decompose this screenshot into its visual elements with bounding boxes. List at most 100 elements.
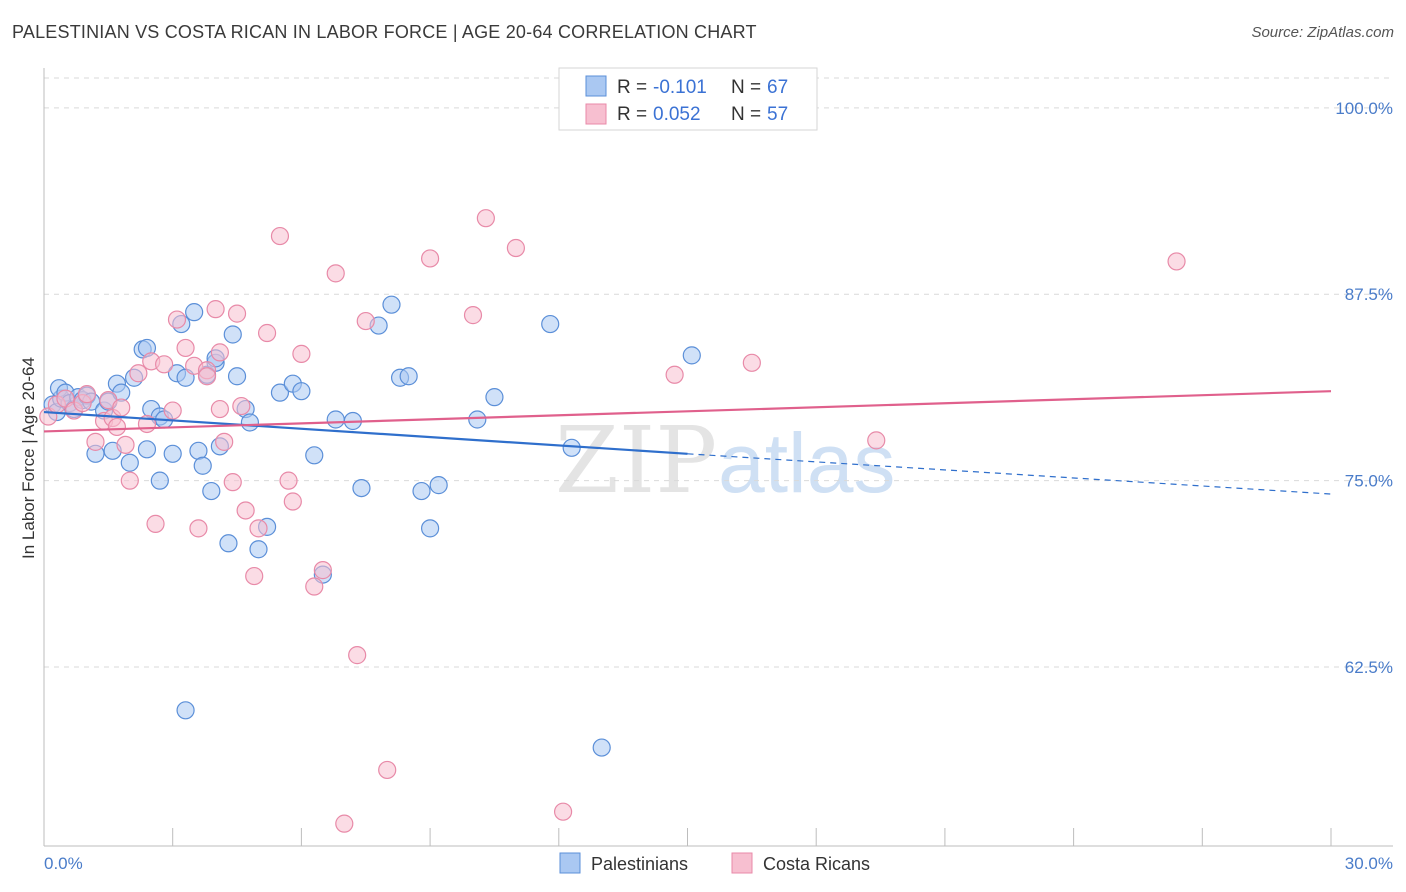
costa-rican-point (283, 492, 302, 511)
costa-rican-point (77, 385, 97, 404)
costa-rican-point (326, 264, 345, 283)
costa-rican-point (463, 306, 483, 325)
costa-rican-point (107, 417, 127, 437)
costa-rican-point (232, 396, 251, 416)
bottom-legend-label-costa-ricans: Costa Ricans (763, 854, 870, 874)
palestinian-point (352, 478, 371, 498)
y-tick-label: 87.5% (1345, 285, 1393, 304)
costa-rican-point (305, 577, 324, 596)
palestinians-points (43, 295, 701, 757)
watermark-zip: ZIP (555, 407, 717, 514)
costa-rican-point (313, 561, 332, 580)
palestinian-point (219, 534, 238, 553)
palestinian-point (326, 410, 345, 429)
y-tick-label: 62.5% (1345, 658, 1393, 677)
costa-rican-point (210, 343, 229, 362)
palestinian-point (193, 456, 212, 475)
palestinian-point (150, 471, 169, 490)
costa-rican-point (116, 435, 135, 454)
costa-rican-point (163, 401, 182, 420)
watermark-atlas: atlas (718, 416, 895, 510)
costa-rican-point (197, 367, 217, 386)
bottom-legend: Palestinians Costa Ricans (559, 852, 870, 874)
palestinian-point (189, 441, 208, 460)
costa-rican-point (206, 300, 225, 319)
costa-rican-point (112, 398, 131, 417)
costa-rican-point (742, 353, 761, 372)
costa-rican-point (506, 238, 526, 258)
legend-swatch-pink (585, 103, 607, 125)
bottom-legend-label-palestinians: Palestinians (591, 854, 688, 874)
palestinian-point (382, 295, 401, 314)
palestinians-trend-extension (687, 453, 1332, 495)
y-tick-labels: 62.5% 75.0% 87.5% 100.0% (1335, 99, 1393, 677)
chart-title: PALESTINIAN VS COSTA RICAN IN LABOR FORC… (12, 22, 757, 42)
palestinian-point (421, 519, 440, 538)
y-axis-title: In Labor Force | Age 20-64 (19, 357, 38, 559)
palestinian-point (202, 481, 221, 501)
costa-rican-point (292, 344, 311, 363)
costa-rican-point (86, 432, 105, 451)
x-tick-label-min: 0.0% (44, 854, 83, 873)
legend-r-value-pink: 0.052 (653, 104, 701, 125)
legend-n-label-pink: N = (731, 104, 761, 125)
costa-rican-point (167, 310, 187, 329)
costa-rican-point (215, 432, 234, 451)
costa-rican-point (421, 249, 440, 268)
costa-rican-point (257, 323, 277, 343)
axes (43, 68, 1393, 847)
costa-rican-point (665, 365, 684, 384)
legend-r-value-blue: -0.101 (653, 77, 707, 98)
y-tick-label: 100.0% (1335, 99, 1393, 118)
legend-n-label-blue: N = (731, 77, 761, 98)
legend-n-value-pink: 57 (767, 104, 788, 125)
palestinian-point (249, 540, 268, 559)
costa-rican-point (245, 566, 264, 586)
trend-lines (43, 390, 1332, 495)
costa-rican-point (279, 471, 298, 490)
bottom-legend-swatch-costa-ricans (731, 852, 753, 874)
costa-rican-point (249, 519, 268, 538)
palestinians-trend-line (43, 410, 688, 455)
costa-rican-point (1167, 252, 1186, 271)
palestinian-point (185, 303, 204, 322)
palestinian-point (592, 738, 611, 757)
costa-rican-point (189, 519, 208, 538)
palestinian-point (412, 481, 431, 501)
costa-rican-point (553, 802, 573, 821)
palestinian-point (176, 701, 195, 720)
costa-rican-point (476, 209, 495, 228)
costa-rican-point (227, 304, 247, 323)
palestinian-point (305, 446, 324, 465)
costa-rican-point (155, 355, 174, 374)
palestinian-point (485, 388, 504, 407)
palestinian-point (120, 453, 139, 472)
palestinian-point (292, 382, 311, 401)
costa-rican-point (270, 226, 290, 246)
legend-r-label-pink: R = (617, 104, 647, 125)
costa-ricans-points (39, 209, 1186, 833)
costa-rican-point (129, 364, 148, 383)
palestinian-point (137, 440, 157, 459)
palestinian-point (429, 476, 448, 495)
costa-rican-point (146, 514, 165, 533)
legend-n-value-blue: 67 (767, 77, 788, 98)
bottom-legend-swatch-palestinians (559, 852, 581, 874)
costa-rican-point (210, 399, 229, 419)
palestinian-point (163, 444, 182, 463)
costa-rican-point (356, 311, 375, 331)
palestinian-point (682, 346, 701, 365)
costa-rican-point (335, 814, 354, 833)
costa-rican-point (120, 471, 139, 490)
costa-rican-point (223, 473, 242, 492)
source-credit: Source: ZipAtlas.com (1251, 24, 1394, 41)
costa-ricans-trend-line (43, 390, 1332, 433)
legend-r-label-blue: R = (617, 77, 647, 98)
palestinian-point (541, 314, 560, 334)
legend: R = -0.101 N = 67 R = 0.052 N = 57 (558, 67, 818, 131)
legend-swatch-blue (585, 75, 607, 97)
palestinian-point (223, 325, 242, 344)
y-tick-label: 75.0% (1345, 472, 1393, 491)
palestinian-point (562, 438, 581, 457)
